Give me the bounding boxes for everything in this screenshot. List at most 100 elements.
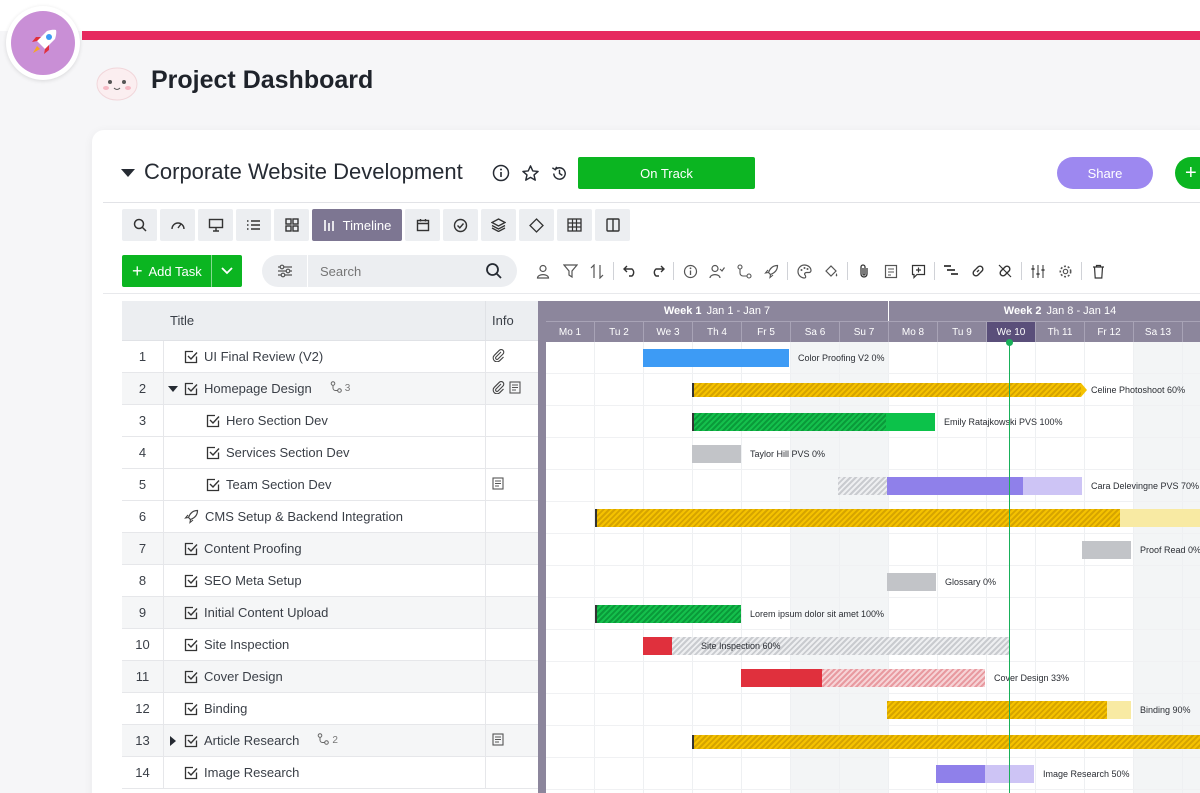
milestone-rocket-icon[interactable] <box>760 260 782 282</box>
gantt-bar[interactable] <box>1120 509 1200 527</box>
paint-bucket-icon[interactable] <box>820 260 842 282</box>
gantt-bar[interactable] <box>643 637 672 655</box>
view-check-icon[interactable] <box>443 209 478 241</box>
filter-icon[interactable] <box>559 260 581 282</box>
gantt-bar[interactable] <box>692 383 1081 397</box>
assign-user-icon[interactable] <box>532 260 554 282</box>
pane-splitter[interactable] <box>538 301 546 793</box>
view-board-icon[interactable] <box>198 209 233 241</box>
view-list-icon[interactable] <box>236 209 271 241</box>
table-row[interactable]: 10 Site Inspection <box>122 628 538 661</box>
table-row[interactable]: 5 Team Section Dev <box>122 468 538 501</box>
gantt-bar[interactable] <box>672 637 1009 655</box>
task-title[interactable]: Content Proofing <box>204 541 302 556</box>
gantt-bar[interactable] <box>887 573 936 591</box>
gantt-bar[interactable] <box>741 669 790 687</box>
table-row[interactable]: 12 Binding <box>122 692 538 725</box>
collapse-caret-icon[interactable] <box>121 169 135 177</box>
gantt-bar[interactable] <box>692 735 1200 749</box>
task-title[interactable]: SEO Meta Setup <box>204 573 302 588</box>
table-row[interactable]: 14 Image Research <box>122 756 538 789</box>
task-check-icon[interactable] <box>184 702 198 716</box>
table-row[interactable]: 13 Article Research 2 <box>122 724 538 757</box>
view-dashboard-icon[interactable] <box>160 209 195 241</box>
view-tag-icon[interactable] <box>519 209 554 241</box>
gantt-bar[interactable] <box>887 477 1023 495</box>
column-title[interactable]: Title <box>170 313 195 328</box>
table-row[interactable]: 8 SEO Meta Setup <box>122 564 538 597</box>
gantt-bar[interactable] <box>838 477 887 495</box>
column-info[interactable]: Info <box>485 300 514 341</box>
task-title[interactable]: CMS Setup & Backend Integration <box>205 509 404 524</box>
task-title[interactable]: Homepage Design <box>204 381 312 396</box>
table-row[interactable]: 4 Services Section Dev <box>122 436 538 469</box>
trash-icon[interactable] <box>1087 260 1109 282</box>
gantt-bar[interactable] <box>692 413 886 431</box>
add-task-dropdown[interactable] <box>212 267 242 275</box>
link-icon[interactable] <box>967 260 989 282</box>
attachment-icon[interactable] <box>492 380 505 397</box>
task-check-icon[interactable] <box>184 670 198 684</box>
task-title[interactable]: Team Section Dev <box>226 477 332 492</box>
task-check-icon[interactable] <box>184 606 198 620</box>
search-icon[interactable] <box>485 262 503 280</box>
info-icon[interactable] <box>491 163 511 183</box>
table-row[interactable]: 1 UI Final Review (V2) <box>122 340 538 373</box>
attachment-icon[interactable] <box>853 260 875 282</box>
task-title[interactable]: Hero Section Dev <box>226 413 328 428</box>
expand-caret-icon[interactable] <box>168 385 178 392</box>
note-icon[interactable] <box>492 732 504 749</box>
table-row[interactable]: 9 Initial Content Upload <box>122 596 538 629</box>
task-check-icon[interactable] <box>206 414 220 428</box>
table-row[interactable]: 3 Hero Section Dev <box>122 404 538 437</box>
task-title[interactable]: Binding <box>204 701 248 716</box>
color-palette-icon[interactable] <box>793 260 815 282</box>
gantt-bar[interactable] <box>790 669 822 687</box>
redo-icon[interactable] <box>646 260 668 282</box>
gantt-bar[interactable] <box>595 509 1120 527</box>
app-logo[interactable] <box>6 6 80 80</box>
view-search-icon[interactable] <box>122 209 157 241</box>
task-check-icon[interactable] <box>184 350 198 364</box>
filter-sliders-icon[interactable] <box>262 255 308 287</box>
task-check-icon[interactable] <box>184 766 198 780</box>
adjust-columns-icon[interactable] <box>1027 260 1049 282</box>
collapsed-caret-icon[interactable] <box>170 735 176 746</box>
milestone-icon[interactable] <box>184 509 199 524</box>
view-split-icon[interactable] <box>595 209 630 241</box>
task-title[interactable]: UI Final Review (V2) <box>204 349 324 364</box>
add-task-button[interactable]: + Add Task <box>122 255 242 287</box>
share-button[interactable]: Share <box>1057 157 1153 189</box>
note-icon[interactable] <box>880 260 902 282</box>
comment-icon[interactable] <box>907 260 929 282</box>
gantt-bar[interactable] <box>643 349 789 367</box>
dependency-icon[interactable] <box>733 260 755 282</box>
view-layers-icon[interactable] <box>481 209 516 241</box>
task-info-icon[interactable] <box>679 260 701 282</box>
view-table-icon[interactable] <box>557 209 592 241</box>
indent-icon[interactable] <box>940 260 962 282</box>
history-icon[interactable] <box>549 163 569 183</box>
view-grid-icon[interactable] <box>274 209 309 241</box>
undo-icon[interactable] <box>619 260 641 282</box>
task-check-icon[interactable] <box>184 734 198 748</box>
gantt-bar[interactable] <box>887 701 1107 719</box>
attachment-icon[interactable] <box>492 348 505 365</box>
task-check-icon[interactable] <box>184 574 198 588</box>
task-check-icon[interactable] <box>184 382 198 396</box>
view-calendar-icon[interactable] <box>405 209 440 241</box>
table-row[interactable]: 11 Cover Design <box>122 660 538 693</box>
task-title[interactable]: Image Research <box>204 765 300 780</box>
gantt-bar[interactable] <box>692 445 741 463</box>
gantt-bar[interactable] <box>1023 477 1082 495</box>
gantt-bar[interactable] <box>1107 701 1131 719</box>
task-title[interactable]: Initial Content Upload <box>204 605 329 620</box>
unlink-icon[interactable] <box>994 260 1016 282</box>
sort-icon[interactable] <box>586 260 608 282</box>
gantt-bar[interactable] <box>936 765 985 783</box>
gantt-bar[interactable] <box>886 413 935 431</box>
task-check-icon[interactable] <box>206 446 220 460</box>
task-title[interactable]: Cover Design <box>204 669 283 684</box>
note-icon[interactable] <box>509 380 521 397</box>
gantt-bar[interactable] <box>595 605 741 623</box>
